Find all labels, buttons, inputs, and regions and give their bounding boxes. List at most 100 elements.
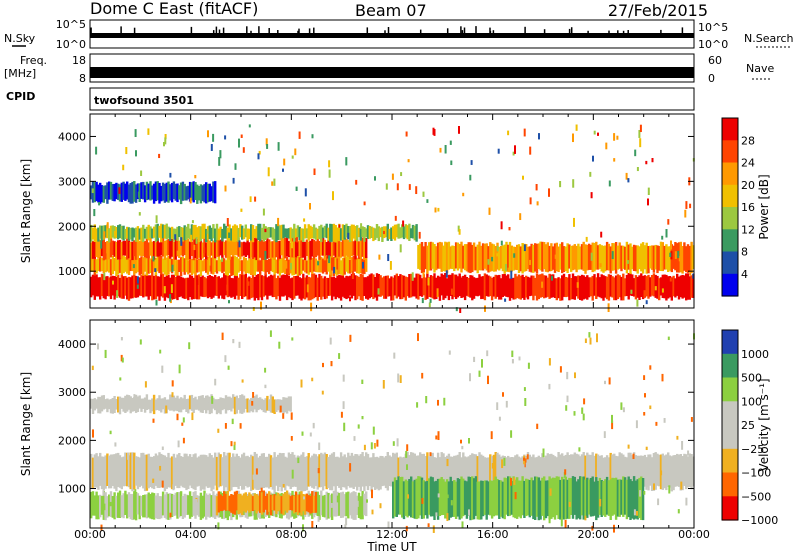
velocity-cell (161, 446, 164, 451)
velocity-cell (109, 430, 112, 435)
velocity-cell (368, 457, 371, 487)
power-cell (634, 275, 638, 300)
power-cell (282, 168, 284, 172)
power-cell (522, 175, 524, 180)
power-cell (508, 227, 511, 231)
velocity-cell (421, 372, 424, 379)
velocity-cell (561, 453, 564, 488)
power-cell (332, 223, 336, 242)
power-cell (115, 227, 118, 239)
power-cell (305, 239, 309, 256)
velocity-cell (565, 405, 568, 411)
noise-left-tick-bottom: 10^0 (56, 38, 86, 51)
power-x-ticks (89, 114, 695, 308)
power-cell (255, 255, 258, 272)
power-cell (668, 276, 672, 298)
velocity-cell (147, 399, 150, 410)
power-cell (206, 275, 210, 299)
power-cell (116, 290, 119, 299)
power-cell (690, 275, 693, 298)
velocity-cell (640, 476, 643, 520)
velocity-cell (199, 395, 203, 413)
velocity-cell (501, 455, 505, 490)
velocity-cell (255, 394, 258, 413)
velocity-cell (317, 516, 320, 522)
freq-strip: Freq. [MHz] 18 8 60 0 Nave (4, 53, 774, 85)
velocity-cell (613, 524, 615, 533)
velocity-cell (178, 492, 181, 518)
power-cell (294, 228, 298, 238)
power-cell (480, 245, 483, 271)
power-cell (113, 241, 116, 257)
power-cell (293, 223, 296, 242)
velocity-cell (234, 463, 237, 468)
power-cell (665, 244, 668, 270)
velocity-cell (248, 457, 251, 487)
power-cell (404, 224, 407, 238)
velocity-y-tick-label: 3000 (58, 386, 86, 399)
velocity-cell (103, 503, 106, 511)
power-cell (215, 260, 219, 274)
velocity-cell (111, 398, 114, 414)
power-cell (676, 273, 679, 296)
velocity-cell (199, 454, 203, 491)
power-cell (634, 149, 637, 157)
velocity-cell (690, 454, 693, 490)
power-cell (328, 169, 331, 178)
power-cell (415, 224, 418, 242)
velocity-cell (344, 524, 347, 529)
power-cell (126, 238, 129, 260)
velocity-cell (616, 479, 620, 517)
power-cell (609, 274, 612, 297)
power-cell (223, 223, 226, 239)
velocity-cell (269, 330, 272, 337)
power-cell (232, 177, 235, 184)
power-cell (345, 238, 348, 256)
power-cell (156, 276, 159, 297)
velocity-cell (596, 333, 598, 343)
power-cell (356, 225, 359, 242)
velocity-cell (329, 454, 332, 491)
velocity-cell (379, 503, 382, 509)
power-cell (158, 242, 161, 257)
velocity-cell (623, 456, 627, 489)
velocity-cell (645, 457, 648, 488)
velocity-cell (408, 455, 411, 487)
power-cell (472, 277, 476, 299)
velocity-cell (115, 495, 118, 518)
power-cell (343, 239, 346, 259)
velocity-cell (636, 455, 639, 487)
power-cell (670, 240, 672, 250)
power-cell (383, 276, 386, 299)
velocity-cell (165, 492, 168, 520)
power-cell (190, 275, 194, 300)
velocity-cell (424, 481, 427, 516)
power-cell (131, 241, 134, 261)
velocity-cell (410, 476, 413, 518)
velocity-cell (571, 476, 575, 519)
power-cell (196, 227, 199, 239)
power-cell (163, 286, 166, 294)
power-cell (133, 240, 136, 257)
power-cell (106, 182, 109, 204)
power-cell (341, 224, 345, 241)
velocity-cell (657, 498, 660, 506)
power-cell (444, 145, 447, 154)
power-cell (352, 224, 355, 239)
velocity-cell (291, 469, 294, 479)
power-cell (647, 187, 650, 196)
velocity-cell (392, 481, 395, 519)
power-cell (149, 226, 152, 238)
velocity-cell (242, 395, 246, 413)
power-cell (393, 275, 397, 296)
velocity-colorbar-swatch (722, 496, 738, 521)
velocity-cell (133, 491, 136, 520)
power-cell (350, 237, 354, 256)
velocity-cell (530, 477, 533, 516)
power-cell (659, 277, 663, 296)
velocity-cell (641, 456, 645, 487)
power-cell (514, 273, 517, 300)
power-cell (158, 255, 161, 274)
velocity-cell (264, 495, 267, 510)
power-cell (102, 185, 105, 203)
